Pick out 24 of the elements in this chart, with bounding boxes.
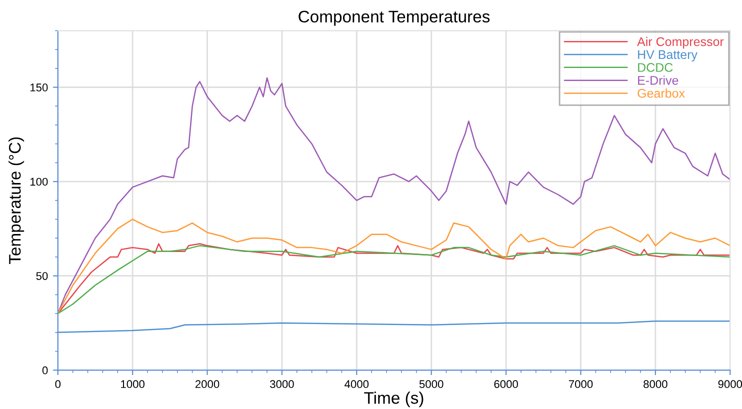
legend-label: DCDC	[638, 63, 673, 72]
x-tick-label: 0	[55, 380, 61, 388]
legend-label: Air Compressor	[637, 36, 724, 49]
x-tick-label: 9000	[718, 380, 742, 388]
y-axis-title: Temperature (°C)	[8, 137, 24, 264]
legend-label: Gearbox	[638, 88, 685, 98]
y-tick-label: 100	[30, 178, 48, 186]
x-tick-label: 3000	[270, 380, 294, 388]
chart-title: Component Temperatures	[298, 10, 490, 26]
y-tick-label: 150	[30, 84, 48, 92]
x-tick-label: 4000	[344, 380, 369, 388]
x-tick-label: 5000	[419, 380, 444, 388]
x-tick-label: 7000	[568, 380, 593, 388]
x-tick-label: 8000	[644, 380, 668, 388]
line-series	[58, 218, 730, 314]
x-tick-label: 1000	[121, 380, 144, 388]
legend-label: E-Drive	[638, 76, 678, 85]
y-tick-label: 50	[36, 272, 48, 280]
legend-label: HV Battery	[638, 50, 698, 62]
x-axis-title: Time (s)	[364, 392, 424, 408]
y-tick-label: 0	[42, 366, 48, 374]
x-tick-label: 6000	[494, 380, 518, 388]
line-series	[58, 320, 730, 334]
x-tick-label: 2000	[195, 380, 220, 388]
